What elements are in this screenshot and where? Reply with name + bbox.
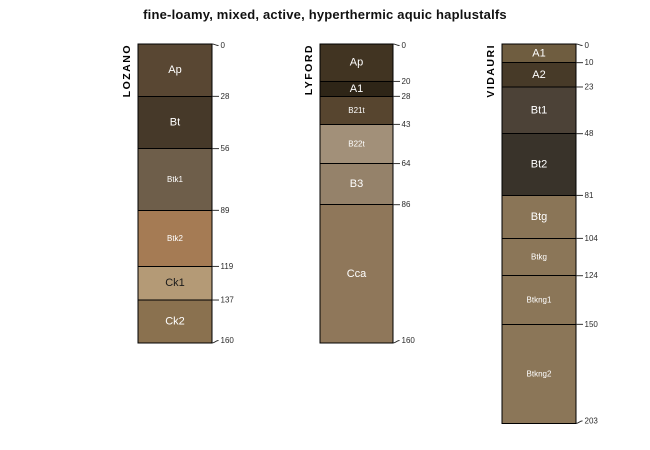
- horizon-label: B3: [350, 178, 363, 190]
- horizon-label: Btg: [531, 211, 548, 223]
- depth-tick-label: 160: [402, 336, 416, 345]
- depth-tick: [392, 43, 400, 46]
- horizon-label: Btkg: [531, 253, 547, 262]
- profile-name-label: VIDAURI: [485, 44, 497, 98]
- horizon-rect-ap: [137, 43, 213, 97]
- horizon-label: Bt1: [531, 104, 548, 116]
- profile-lyford: LYFORD Ap A1 B21t B22t B3 Cca 0 20 28 43 64 86 160: [303, 41, 415, 345]
- horizon-label: A2: [532, 69, 545, 81]
- depth-tick: [211, 340, 219, 344]
- horizon-label: Bt2: [531, 159, 548, 171]
- depth-tick-label: 203: [585, 416, 599, 425]
- horizon-label: Ap: [350, 57, 363, 69]
- depth-tick-label: 43: [402, 120, 411, 129]
- profile-name-label: LYFORD: [303, 44, 315, 95]
- depth-tick-label: 28: [402, 92, 411, 101]
- depth-tick-label: 0: [402, 41, 407, 50]
- horizon-label: Cca: [347, 268, 367, 280]
- horizon-label: Ap: [168, 64, 181, 76]
- depth-tick-label: 28: [221, 92, 230, 101]
- depth-tick-label: 89: [221, 206, 230, 215]
- horizon-label: Ck2: [165, 316, 185, 328]
- horizon-rect-btkg: [501, 237, 577, 277]
- depth-tick: [211, 43, 219, 46]
- horizon-label: B21t: [348, 106, 365, 115]
- depth-tick-label: 48: [585, 129, 594, 138]
- depth-tick-label: 160: [221, 336, 235, 345]
- horizon-rect-btkng2: [501, 323, 577, 424]
- depth-tick-label: 86: [402, 200, 411, 209]
- depth-tick-label: 150: [585, 320, 599, 329]
- horizon-label: Bt: [170, 116, 180, 128]
- horizon-rect-btkng1: [501, 275, 577, 325]
- horizon-rect-btk2: [137, 209, 213, 267]
- horizon-rect-cca: [319, 204, 394, 344]
- depth-tick-label: 137: [221, 296, 235, 305]
- horizon-rect-b3: [319, 163, 394, 206]
- horizon-rect-bt2: [501, 133, 577, 196]
- horizon-rect-a2: [501, 62, 577, 88]
- profile-vidauri: VIDAURI A1 A2 Bt1 Bt2 Btg Btkg Btkng1 Btkng2 0 10 2…: [485, 41, 598, 425]
- depth-tick: [392, 340, 400, 344]
- depth-tick-label: 119: [221, 262, 234, 271]
- horizon-label: A1: [350, 83, 363, 95]
- depth-tick-label: 10: [585, 58, 594, 67]
- depth-tick-label: 124: [585, 271, 599, 280]
- depth-tick: [575, 43, 583, 46]
- profile-lozano: LOZANO Ap Bt Btk1 Btk2 Ck1 Ck2 0 28 56 89 119 137 160: [121, 41, 234, 345]
- horizon-label: Btkng1: [527, 296, 552, 305]
- profile-name-label: LOZANO: [121, 44, 133, 97]
- horizon-rect-ck2: [137, 299, 213, 344]
- horizon-rect-bt1: [501, 86, 577, 135]
- depth-tick-label: 56: [221, 144, 230, 153]
- depth-tick-label: 81: [585, 191, 594, 200]
- horizon-rect-btg: [501, 194, 577, 239]
- horizon-label: Btkng2: [527, 369, 552, 378]
- horizon-label: A1: [532, 47, 545, 59]
- depth-tick-label: 64: [402, 159, 411, 168]
- horizon-rect-b22t: [319, 123, 394, 165]
- chart-title: fine-loamy, mixed, active, hyperthermic …: [143, 7, 507, 22]
- depth-tick: [575, 420, 583, 424]
- horizon-label: Btk2: [167, 234, 184, 243]
- depth-tick-label: 0: [585, 41, 590, 50]
- horizon-label: Ck1: [165, 277, 185, 289]
- depth-tick-label: 20: [402, 77, 411, 86]
- horizon-label: Btk1: [167, 175, 184, 184]
- horizon-rect-ap: [319, 43, 394, 82]
- depth-tick-label: 0: [221, 41, 226, 50]
- horizon-rect-ck1: [137, 265, 213, 301]
- depth-tick-label: 23: [585, 82, 594, 91]
- depth-tick-label: 104: [585, 234, 599, 243]
- horizon-rect-btk1: [137, 148, 213, 211]
- horizon-label: B22t: [348, 139, 365, 148]
- horizon-rect-b21t: [319, 95, 394, 125]
